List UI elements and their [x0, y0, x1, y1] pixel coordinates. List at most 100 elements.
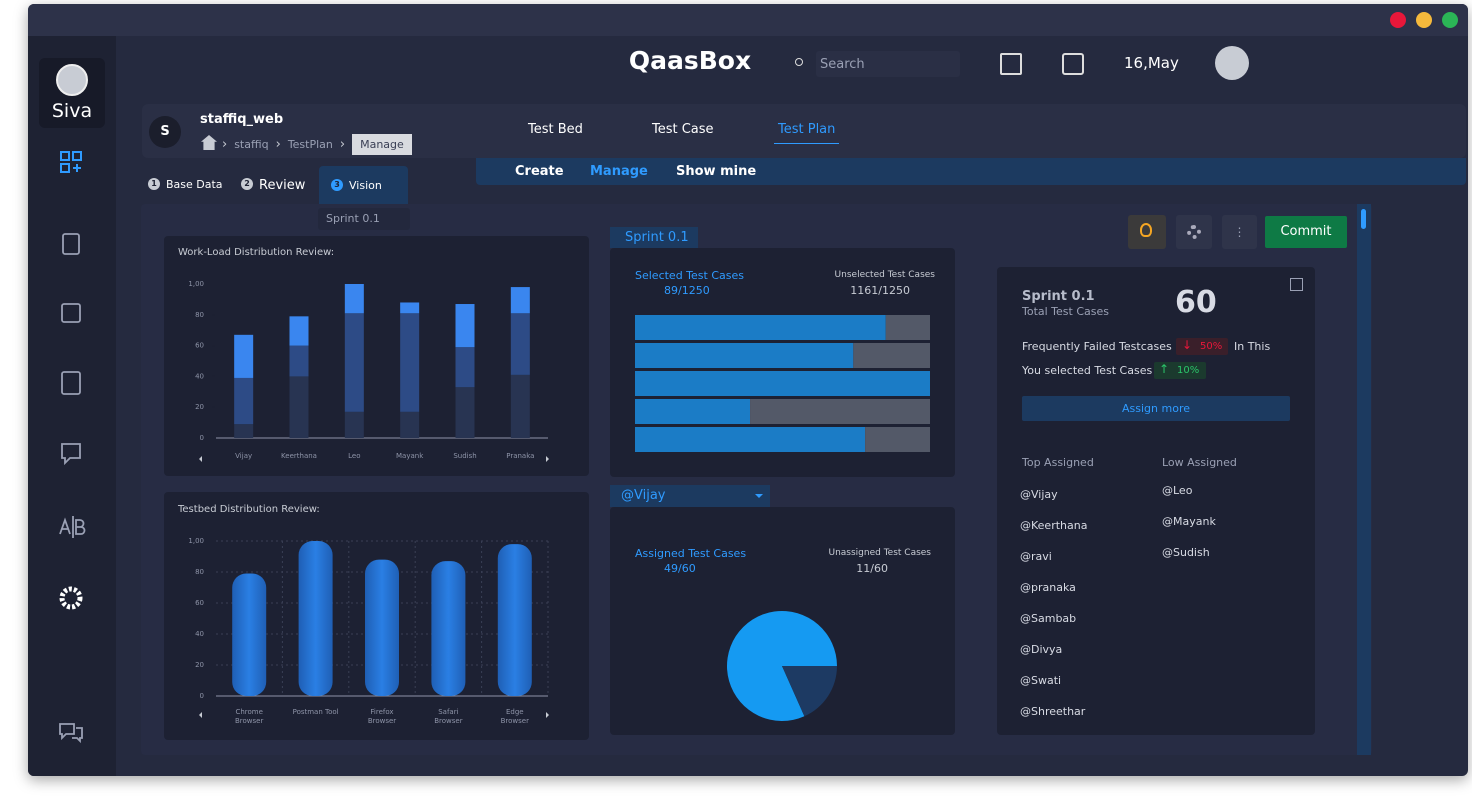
assigned-label: Assigned Test Cases [635, 547, 747, 560]
y-tick-label: 0 [200, 434, 204, 442]
home-icon[interactable] [201, 135, 217, 150]
search-field[interactable]: Search [792, 51, 960, 77]
commit-button[interactable]: Commit [1265, 216, 1347, 248]
selected-label: Selected Test Cases [635, 269, 744, 282]
step-tab[interactable]: 1 Base Data [146, 178, 232, 204]
top-assigned-user[interactable]: @Sambab [1020, 612, 1077, 625]
y-tick-label: 80 [195, 568, 204, 576]
close-button[interactable] [1390, 12, 1406, 28]
sidebar: Siva [28, 36, 116, 776]
main-tab[interactable]: Test Case [652, 122, 714, 137]
user-avatar [56, 64, 88, 96]
failed-badge: ↓ 50% [1176, 338, 1228, 355]
step-tab[interactable]: 2 Review [239, 178, 315, 204]
selected-bar [635, 371, 930, 396]
main-tab[interactable]: Test Plan [774, 122, 840, 144]
main-tab[interactable]: Test Bed [528, 122, 583, 137]
header-avatar[interactable] [1215, 46, 1249, 80]
top-assigned-user[interactable]: @Divya [1020, 643, 1063, 656]
y-tick-label: 60 [195, 342, 204, 350]
search-box [816, 51, 960, 77]
dashboard-icon[interactable] [60, 151, 82, 173]
testbed-title: Testbed Distribution Review: [178, 504, 320, 515]
bar [497, 544, 532, 696]
x-tick-label: Keerthana [281, 452, 317, 460]
report-icon[interactable] [61, 371, 81, 395]
hint-button[interactable] [1128, 215, 1166, 249]
scroll-left [199, 712, 202, 718]
x-tick-label: Mayank [396, 452, 424, 460]
breadcrumb-item[interactable]: TestPlan [287, 137, 333, 151]
sub-tab[interactable]: Show mine [676, 164, 757, 179]
x-tick-label: Leo [348, 452, 361, 460]
settings-icon[interactable] [59, 586, 83, 610]
top-assigned-user[interactable]: @ravi [1020, 550, 1052, 563]
search-placeholder: Search [820, 57, 865, 72]
down-arrow: ↓ [1182, 338, 1193, 352]
breadcrumb-item[interactable]: staffiq [234, 137, 269, 151]
project-avatar: S [149, 116, 181, 148]
bar-segment [289, 376, 309, 438]
breadcrumb-separator: › [222, 136, 228, 152]
step-number: 3 [331, 179, 343, 191]
pie-slice [782, 666, 837, 717]
scroll-thumb[interactable] [1361, 209, 1366, 229]
unselected-bar [865, 427, 930, 452]
assign-more-button[interactable]: Assign more [1022, 396, 1290, 421]
subtab-bar [476, 158, 1466, 185]
bar-segment [289, 345, 309, 377]
step-number: 2 [241, 178, 253, 190]
sub-tab[interactable]: Create [515, 164, 564, 179]
bar [431, 561, 466, 696]
bar-segment [400, 411, 420, 438]
unselected-bar [853, 343, 930, 368]
scrollbar[interactable] [1357, 204, 1371, 755]
low-assigned-user[interactable]: @Leo [1162, 484, 1193, 497]
app-logo[interactable]: QaasBox [628, 46, 752, 75]
low-assigned-user[interactable]: @Sudish [1162, 546, 1210, 559]
failed-change: 50% [1200, 341, 1223, 352]
calendar-icon[interactable] [61, 303, 81, 323]
bar-segment [400, 313, 420, 412]
top-assigned-user[interactable]: @pranaka [1020, 581, 1076, 594]
top-assigned-user[interactable]: @Keerthana [1020, 519, 1088, 532]
title-bar [28, 4, 1468, 36]
more-button[interactable]: ⋮ [1222, 215, 1257, 249]
selected-bar [635, 427, 866, 452]
breadcrumb: › staffiq › TestPlan › Manage [222, 133, 412, 155]
assigned-value: 49/60 [664, 562, 696, 575]
x-tick-label: Chrome Browser [235, 708, 264, 725]
low-assigned-title: Low Assigned [1162, 456, 1237, 469]
summary-sprint: Sprint 0.1 [1022, 289, 1095, 304]
scroll-right [546, 712, 549, 718]
expand-icon[interactable] [1290, 278, 1303, 291]
step-number: 1 [148, 178, 160, 190]
ab-icon[interactable] [59, 516, 86, 538]
failed-label: Frequently Failed Testcases [1022, 340, 1172, 353]
sprint-tag: Sprint 0.1 [610, 227, 698, 248]
notification-icon[interactable] [1000, 53, 1022, 75]
y-tick-label: 1,00 [188, 537, 204, 545]
top-assigned-user[interactable]: @Swati [1020, 674, 1062, 687]
workload-title: Work-Load Distribution Review: [178, 247, 335, 258]
sprint-select[interactable]: Sprint 0.1 [318, 208, 410, 230]
low-assigned-user[interactable]: @Mayank [1162, 515, 1216, 528]
settings-button[interactable] [1176, 215, 1212, 249]
step-label: Base Data [166, 178, 223, 191]
testcase-icon[interactable] [62, 233, 80, 255]
unassigned-value: 11/60 [856, 562, 888, 575]
up-arrow: ↑ [1159, 362, 1170, 376]
minimize-button[interactable] [1416, 12, 1432, 28]
sub-tab[interactable]: Manage [590, 164, 648, 179]
top-assigned-user[interactable]: @Vijay [1020, 488, 1058, 501]
user-card[interactable]: Siva [39, 58, 105, 128]
step-tab[interactable]: 3 Vision [319, 166, 408, 204]
calendar-button[interactable] [1062, 53, 1084, 75]
maximize-button[interactable] [1442, 12, 1458, 28]
user-select[interactable]: @Vijay [610, 485, 770, 507]
chat-icon[interactable] [59, 723, 83, 744]
unselected-label: Unselected Test Cases [834, 270, 935, 280]
issue-icon[interactable] [61, 443, 81, 466]
top-assigned-user[interactable]: @Shreethar [1020, 705, 1086, 718]
